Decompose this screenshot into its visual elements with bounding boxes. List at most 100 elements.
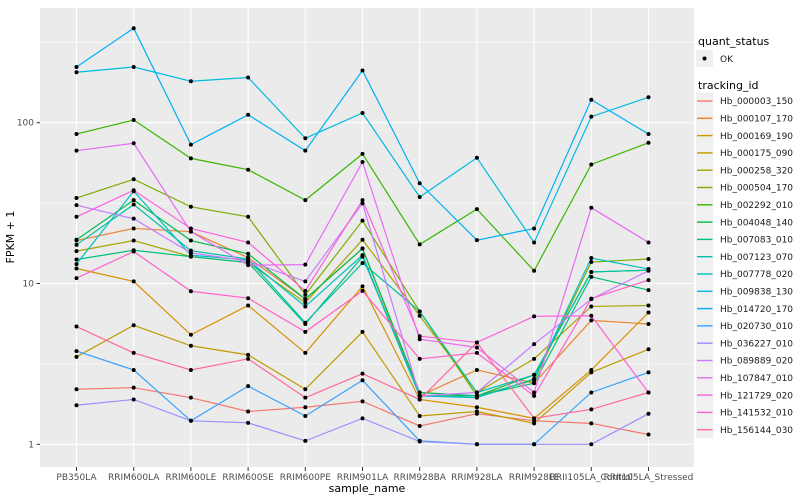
data-point: [474, 155, 479, 160]
x-tick-label: RRIM928LA: [451, 473, 503, 483]
legend-label-Hb_036227_010: Hb_036227_010: [720, 339, 793, 349]
legend-label-Hb_000169_190: Hb_000169_190: [720, 132, 793, 142]
data-point: [131, 350, 136, 355]
data-point: [417, 390, 422, 395]
data-point: [303, 320, 308, 325]
data-point: [303, 262, 308, 267]
data-point: [188, 367, 193, 372]
data-point: [74, 70, 79, 75]
data-point: [417, 334, 422, 339]
data-point: [131, 249, 136, 254]
data-point: [589, 296, 594, 301]
data-point: [74, 203, 79, 208]
data-point: [74, 196, 79, 201]
data-point: [74, 242, 79, 247]
x-tick-label: RRII105LA_Stressed: [604, 473, 694, 483]
data-point: [74, 387, 79, 392]
legend-label-Hb_014720_170: Hb_014720_170: [720, 305, 793, 315]
legend-label-Hb_000107_170: Hb_000107_170: [720, 115, 793, 125]
data-point: [74, 324, 79, 329]
data-point: [74, 237, 79, 242]
data-point: [589, 269, 594, 274]
data-point: [303, 198, 308, 203]
data-point: [74, 349, 79, 354]
data-point: [646, 411, 651, 416]
data-point: [532, 372, 537, 377]
data-point: [188, 250, 193, 255]
data-point: [474, 340, 479, 345]
legend-label-Hb_007123_070: Hb_007123_070: [720, 253, 793, 263]
data-point: [417, 313, 422, 318]
data-point: [646, 95, 651, 100]
data-point: [188, 343, 193, 348]
data-point: [246, 240, 251, 245]
data-point: [360, 246, 365, 251]
data-point: [303, 304, 308, 309]
data-point: [303, 438, 308, 443]
legend-label-Hb_002292_010: Hb_002292_010: [720, 201, 793, 211]
y-tick-label: 10: [23, 280, 35, 290]
data-point: [246, 251, 251, 256]
data-point: [74, 276, 79, 281]
data-point: [74, 132, 79, 137]
data-point: [360, 68, 365, 73]
x-tick-label: RRIM928LE: [509, 473, 560, 483]
data-point: [589, 442, 594, 447]
data-point: [246, 263, 251, 268]
data-point: [131, 367, 136, 372]
data-point: [188, 289, 193, 294]
legend-label-Hb_009838_130: Hb_009838_130: [720, 288, 793, 298]
data-point: [131, 198, 136, 203]
legend-label-Hb_089889_020: Hb_089889_020: [720, 357, 793, 367]
data-point: [246, 167, 251, 172]
data-point: [303, 292, 308, 297]
data-point: [589, 304, 594, 309]
data-point: [246, 352, 251, 357]
legend-title-tracking-id: tracking_id: [698, 79, 759, 92]
data-point: [417, 181, 422, 186]
data-point: [360, 371, 365, 376]
data-point: [131, 117, 136, 122]
legend-point-marker: [702, 56, 707, 61]
data-point: [417, 195, 422, 200]
data-point: [589, 256, 594, 261]
data-point: [303, 136, 308, 141]
data-point: [532, 381, 537, 386]
data-point: [360, 329, 365, 334]
y-tick-label: 1: [28, 440, 34, 450]
data-point: [131, 188, 136, 193]
data-point: [417, 337, 422, 342]
data-point: [589, 274, 594, 279]
data-point: [188, 79, 193, 84]
data-point: [74, 249, 79, 254]
data-point: [417, 356, 422, 361]
data-point: [532, 314, 537, 319]
data-point: [131, 216, 136, 221]
legend-label-Hb_156144_030: Hb_156144_030: [720, 426, 793, 436]
data-point: [532, 356, 537, 361]
data-point: [303, 329, 308, 334]
data-point: [360, 218, 365, 223]
data-point: [646, 347, 651, 352]
data-point: [589, 390, 594, 395]
data-point: [131, 385, 136, 390]
data-point: [74, 354, 79, 359]
data-point: [303, 300, 308, 305]
data-point: [360, 288, 365, 293]
data-point: [646, 268, 651, 273]
data-point: [417, 242, 422, 247]
data-point: [589, 97, 594, 102]
data-point: [74, 403, 79, 408]
data-point: [417, 439, 422, 444]
data-point: [246, 356, 251, 361]
data-point: [303, 279, 308, 284]
data-point: [360, 416, 365, 421]
legend-label-Hb_020730_010: Hb_020730_010: [720, 322, 793, 332]
legend-label-Hb_121729_020: Hb_121729_020: [720, 391, 793, 401]
data-point: [474, 350, 479, 355]
data-point: [474, 442, 479, 447]
x-tick-label: RRIM928BA: [393, 473, 446, 483]
data-point: [188, 418, 193, 423]
data-point: [417, 423, 422, 428]
